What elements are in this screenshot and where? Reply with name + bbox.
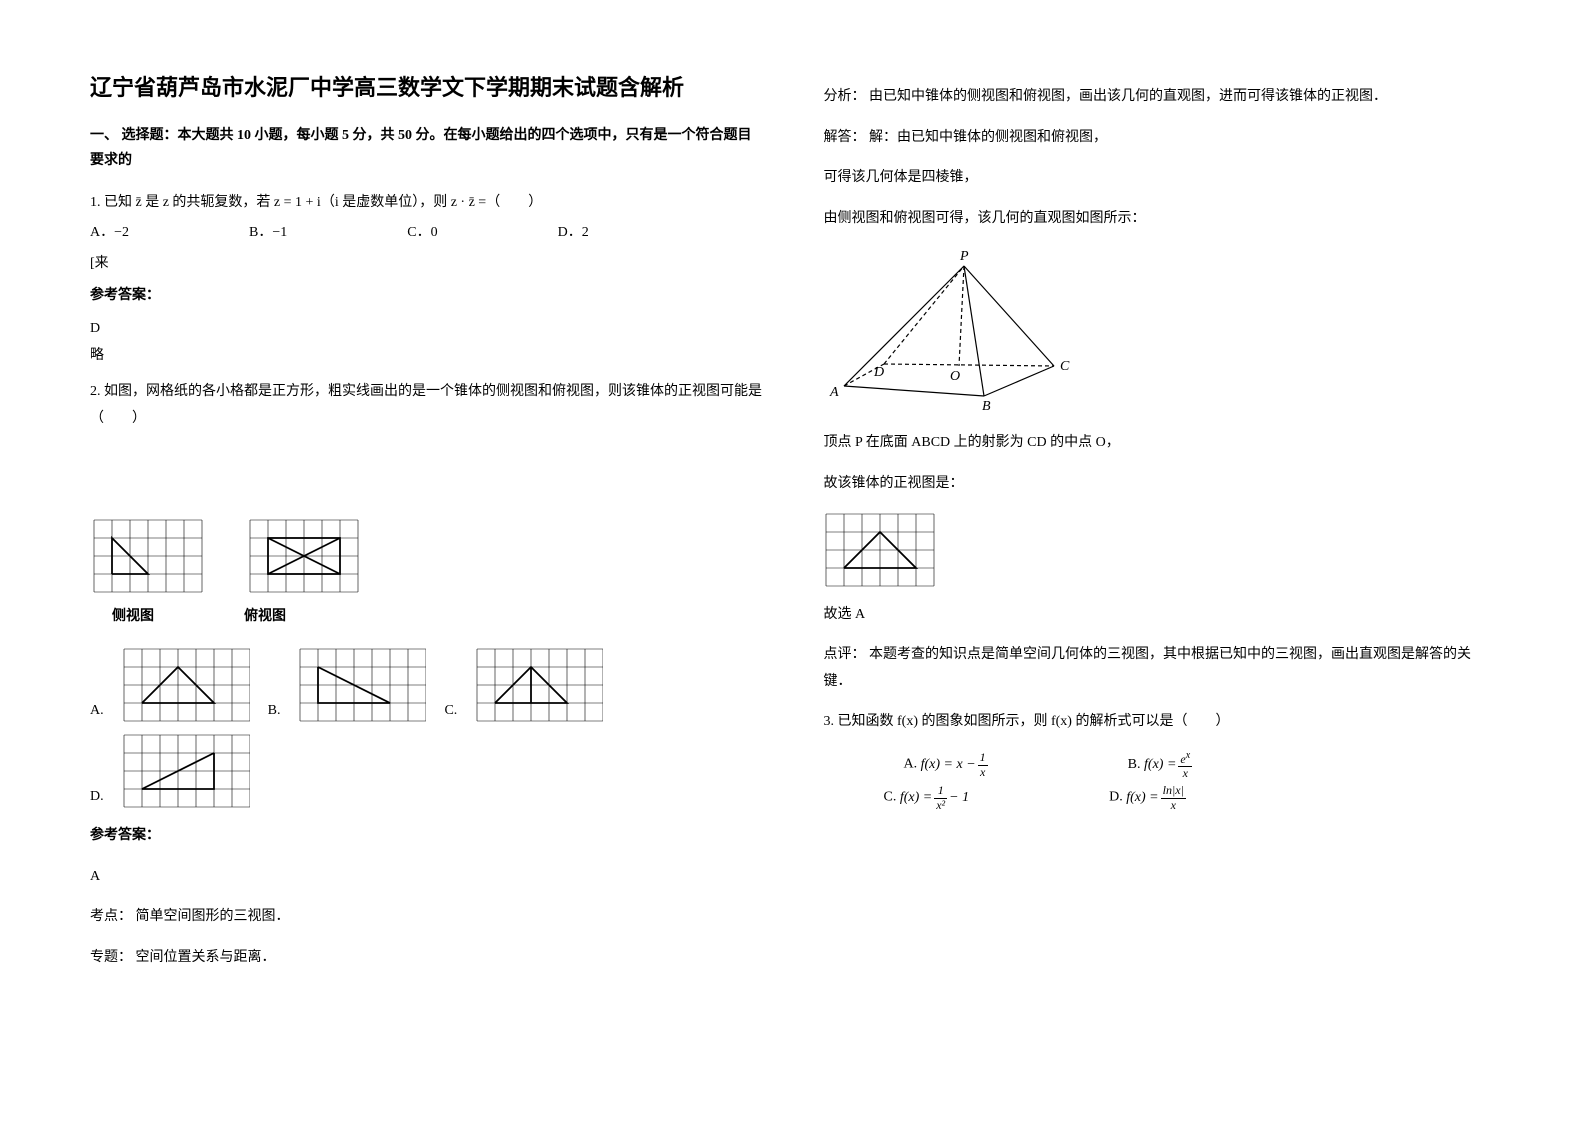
dianping-label: 点评： bbox=[824, 647, 866, 662]
q2-two-views bbox=[90, 518, 764, 598]
q1-options: A．−2 B．−1 C．0 D．2 bbox=[90, 220, 764, 247]
q2-choice-d: D. bbox=[90, 733, 764, 809]
question-1: 1. 已知 z̄ 是 z 的共轭复数，若 z = 1 + i（i 是虚数单位），… bbox=[90, 190, 764, 370]
fenxi: 分析： 由已知中锥体的侧视图和俯视图，画出该几何的直观图，进而可得该锥体的正视图… bbox=[824, 84, 1498, 111]
q3-optB-formula: f(x) = exx bbox=[1144, 750, 1192, 780]
q2-kaodian: 考点： 简单空间图形的三视图． bbox=[90, 904, 764, 931]
line5: 故该锥体的正视图是： bbox=[824, 471, 1498, 498]
jieda-label: 解答： bbox=[824, 130, 866, 145]
dianping: 点评： 本题考查的知识点是简单空间几何体的三视图，其中根据已知中的三视图，画出直… bbox=[824, 642, 1498, 695]
q2-zhuanti: 专题： 空间位置关系与距离． bbox=[90, 945, 764, 972]
q3-optC-label: C. bbox=[884, 790, 897, 805]
q3-optA-formula: f(x) = x − 1x bbox=[921, 751, 988, 778]
q2-text: 2. 如图，网格纸的各小格都是正方形，粗实线画出的是一个锥体的侧视图和俯视图，则… bbox=[90, 379, 764, 432]
q3-optC: C. f(x) = 1x² − 1 bbox=[884, 784, 970, 811]
pyramid-svg: P A B C D O bbox=[824, 246, 1084, 416]
kaodian-text: 简单空间图形的三视图． bbox=[136, 909, 290, 924]
q3-options-row1: A. f(x) = x − 1x B. f(x) = exx bbox=[904, 750, 1498, 780]
front-view-svg bbox=[824, 512, 942, 588]
q2-answer: A bbox=[90, 864, 764, 891]
q3-optB-label: B. bbox=[1128, 757, 1141, 772]
q3-optB: B. f(x) = exx bbox=[1128, 750, 1193, 780]
q2-opt-c-svg bbox=[475, 647, 603, 723]
zhuanti-label: 专题： bbox=[90, 950, 132, 965]
side-top-view-svg bbox=[90, 518, 390, 598]
q2-opt-d-svg bbox=[122, 733, 250, 809]
q2-views bbox=[90, 442, 764, 518]
q3-optD-label: D. bbox=[1109, 790, 1123, 805]
q1-opt-c: C．0 bbox=[407, 220, 437, 247]
zhuanti-text: 空间位置关系与距离． bbox=[136, 950, 276, 965]
q2-letter-b: B. bbox=[268, 698, 281, 725]
q1-answer: D bbox=[90, 316, 764, 343]
label-P: P bbox=[959, 249, 969, 264]
q2-choices-abc: A. B. bbox=[90, 647, 764, 723]
section-heading: 一、 选择题：本大题共 10 小题，每小题 5 分，共 50 分。在每小题给出的… bbox=[90, 123, 764, 173]
q3-optD-formula: f(x) = ln|x|x bbox=[1126, 784, 1186, 811]
q3-optA: A. f(x) = x − 1x bbox=[904, 751, 988, 778]
fenxi-label: 分析： bbox=[824, 89, 866, 104]
label-D: D bbox=[873, 365, 884, 380]
q3-optA-label: A. bbox=[904, 757, 918, 772]
q3-optD: D. f(x) = ln|x|x bbox=[1109, 784, 1186, 811]
q3-options-row2: C. f(x) = 1x² − 1 D. f(x) = ln|x|x bbox=[884, 784, 1498, 811]
right-column: 分析： 由已知中锥体的侧视图和俯视图，画出该几何的直观图，进而可得该锥体的正视图… bbox=[824, 70, 1498, 1052]
left-column: 辽宁省葫芦岛市水泥厂中学高三数学文下学期期末试题含解析 一、 选择题：本大题共 … bbox=[90, 70, 764, 1052]
fenxi-text: 由已知中锥体的侧视图和俯视图，画出该几何的直观图，进而可得该锥体的正视图． bbox=[869, 89, 1387, 104]
pyramid-diagram: P A B C D O bbox=[824, 246, 1498, 416]
label-side: 侧视图 bbox=[112, 604, 154, 631]
front-view bbox=[824, 512, 1498, 588]
q2-letter-d: D. bbox=[90, 784, 104, 811]
jieda-text: 解：由已知中锥体的侧视图和俯视图， bbox=[869, 130, 1107, 145]
label-top: 俯视图 bbox=[244, 604, 286, 631]
line4: 顶点 P 在底面 ABCD 上的射影为 CD 的中点 O， bbox=[824, 430, 1498, 457]
line3: 由侧视图和俯视图可得，该几何的直观图如图所示： bbox=[824, 206, 1498, 233]
q2-views-svg bbox=[90, 442, 370, 518]
q1-note: [来 bbox=[90, 251, 764, 278]
label-B: B bbox=[982, 399, 991, 414]
q1-answer-label: 参考答案： bbox=[90, 283, 764, 310]
kaodian-label: 考点： bbox=[90, 909, 132, 924]
dianping-text: 本题考查的知识点是简单空间几何体的三视图，其中根据已知中的三视图，画出直观图是解… bbox=[824, 647, 1472, 689]
q2-opt-b-svg bbox=[298, 647, 426, 723]
q2-opt-a-svg bbox=[122, 647, 250, 723]
label-A: A bbox=[829, 385, 839, 400]
label-O: O bbox=[950, 369, 960, 384]
q1-opt-d: D．2 bbox=[558, 220, 589, 247]
label-C: C bbox=[1060, 359, 1070, 374]
q2-letter-c: C. bbox=[444, 698, 457, 725]
q1-opt-b: B．−1 bbox=[249, 220, 287, 247]
q3-optC-formula: f(x) = 1x² − 1 bbox=[900, 784, 969, 811]
q1-opt-a: A．−2 bbox=[90, 220, 129, 247]
jieda: 解答： 解：由已知中锥体的侧视图和俯视图， bbox=[824, 125, 1498, 152]
q2-view-labels: 侧视图 俯视图 bbox=[112, 604, 764, 631]
q1-lue: 略 bbox=[90, 343, 764, 370]
question-2: 2. 如图，网格纸的各小格都是正方形，粗实线画出的是一个锥体的侧视图和俯视图，则… bbox=[90, 379, 764, 971]
q2-answer-label: 参考答案： bbox=[90, 823, 764, 850]
q1-text: 1. 已知 z̄ 是 z 的共轭复数，若 z = 1 + i（i 是虚数单位），… bbox=[90, 190, 764, 217]
line6: 故选 A bbox=[824, 602, 1498, 629]
question-3: 3. 已知函数 f(x) 的图象如图所示，则 f(x) 的解析式可以是（ ） bbox=[824, 709, 1498, 736]
page-title: 辽宁省葫芦岛市水泥厂中学高三数学文下学期期末试题含解析 bbox=[90, 70, 764, 105]
q2-letter-a: A. bbox=[90, 698, 104, 725]
line2: 可得该几何体是四棱锥， bbox=[824, 165, 1498, 192]
